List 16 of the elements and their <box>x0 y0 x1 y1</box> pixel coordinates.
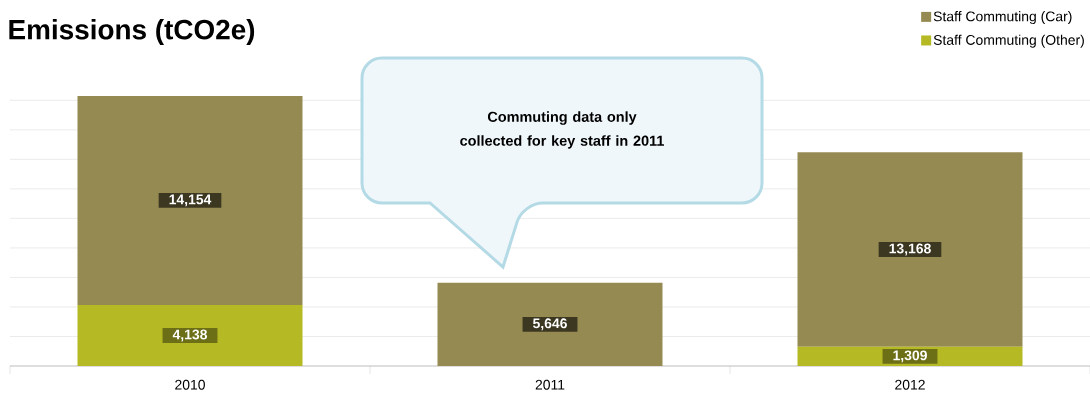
legend-label: Staff Commuting (Car) <box>933 11 1072 25</box>
bar <box>77 96 303 305</box>
bar <box>797 152 1023 347</box>
bar <box>437 282 663 366</box>
x-tick-label: 2010 <box>175 379 205 390</box>
x-tick-label: 2011 <box>535 379 565 390</box>
data-label: 13,168 <box>889 243 931 256</box>
data-label: 4,138 <box>172 329 208 342</box>
legend-label: Staff Commuting (Other) <box>933 34 1084 48</box>
data-label: 5,646 <box>532 318 567 331</box>
data-label: 1,309 <box>893 350 927 363</box>
annotation: Commuting data only collected for key staff in 2011 <box>460 111 664 149</box>
chart-title: Emissions (tCO2e) <box>9 19 255 45</box>
data-label: 14,154 <box>169 194 212 207</box>
bar <box>77 304 303 366</box>
x-tick-label: 2012 <box>895 379 925 390</box>
